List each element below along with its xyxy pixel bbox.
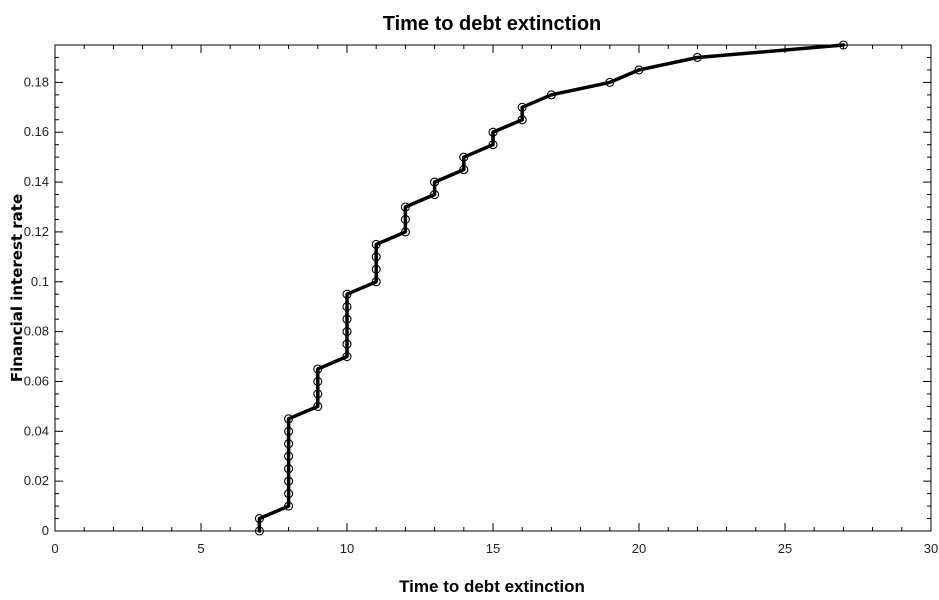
- data-point: [400, 214, 410, 225]
- data-point: [459, 152, 469, 162]
- data-point: [838, 40, 848, 50]
- data-point: [488, 140, 498, 150]
- x-tick-label: 10: [340, 541, 354, 556]
- data-point: [634, 65, 644, 75]
- data-point: [284, 476, 294, 486]
- data-point: [284, 464, 294, 474]
- data-point: [342, 339, 352, 349]
- data-point: [284, 489, 294, 499]
- data-point: [459, 165, 469, 175]
- data-point: [284, 426, 294, 436]
- chart-title: Time to debt extinction: [383, 13, 602, 35]
- data-point: [605, 77, 615, 87]
- x-tick-label: 0: [51, 541, 58, 556]
- x-tick-label: 25: [778, 541, 792, 556]
- data-point: [400, 227, 410, 237]
- y-tick-label: 0.12: [24, 224, 49, 239]
- x-axis-label: Time to debt extinction: [399, 577, 585, 596]
- y-tick-label: 0.08: [24, 324, 49, 339]
- x-tick-label: 15: [486, 541, 500, 556]
- plot-area: [54, 44, 932, 532]
- y-tick-label: 0.02: [24, 473, 49, 488]
- data-point: [371, 239, 381, 249]
- data-point: [284, 451, 294, 461]
- data-point: [692, 52, 702, 63]
- data-point: [517, 115, 527, 125]
- data-point: [313, 376, 323, 387]
- data-point: [254, 526, 264, 536]
- data-point: [313, 364, 323, 374]
- data-point: [546, 90, 556, 100]
- y-tick-label: 0.16: [24, 124, 49, 139]
- y-tick-label: 0.14: [24, 174, 49, 189]
- data-point: [430, 177, 440, 187]
- data-point: [313, 401, 323, 411]
- x-tick-label: 5: [197, 541, 204, 556]
- data-point: [284, 501, 294, 511]
- y-tick-label: 0.04: [24, 423, 49, 438]
- data-point: [342, 327, 352, 337]
- data-point: [430, 189, 440, 200]
- data-point: [371, 264, 381, 274]
- axis-ticks: 0 5 10 15 20 25 30 0 0.02 0.04 0.06 0.08 0.1 0.12 0.14…: [24, 45, 938, 556]
- x-tick-label: 30: [924, 541, 938, 556]
- data-point: [488, 127, 498, 137]
- data-point: [313, 389, 323, 399]
- y-tick-label: 0.1: [31, 274, 49, 289]
- data-point: [342, 314, 352, 324]
- data-point: [284, 414, 294, 424]
- y-tick-label: 0: [42, 523, 49, 538]
- y-axis-label: Financial interest rate: [8, 194, 26, 382]
- y-tick-label: 0.06: [24, 373, 49, 388]
- data-point: [371, 252, 381, 262]
- x-tick-label: 20: [632, 541, 646, 556]
- data-point: [371, 277, 381, 287]
- data-point: [254, 513, 264, 524]
- data-point: [342, 351, 352, 362]
- y-tick-label: 0.18: [24, 74, 49, 89]
- series-line: [257, 43, 846, 533]
- data-point: [517, 102, 527, 112]
- data-point: [342, 302, 352, 312]
- data-point: [400, 202, 410, 212]
- data-point: [342, 289, 352, 299]
- data-point: [284, 439, 294, 449]
- series-layer: [254, 40, 848, 536]
